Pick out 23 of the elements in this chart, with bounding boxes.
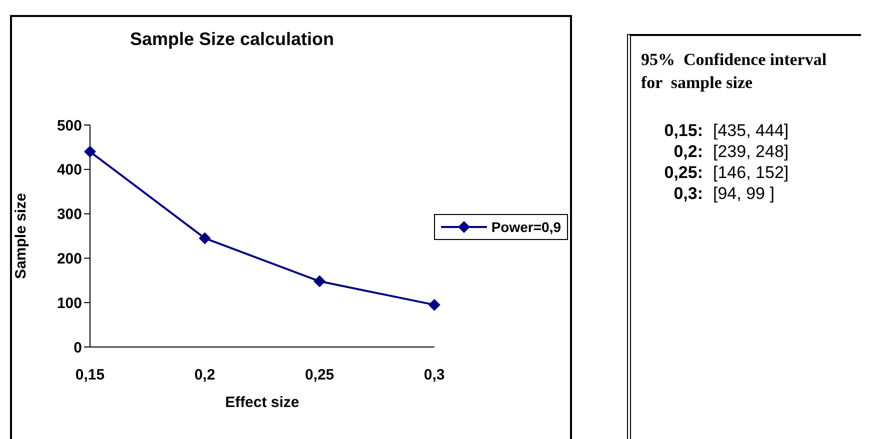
x-tick-label: 0,15 [75,366,105,384]
legend-label: Power=0,9 [491,219,561,235]
y-tick-label: 100 [56,294,82,312]
x-axis-title: Effect size [225,394,300,411]
y-tick-label: 0 [74,339,82,356]
y-tick-label: 300 [56,206,82,224]
text: 0,25: [146, 152] [663,162,789,183]
text: 95% Confidence interval for sample size [641,49,828,94]
text: 0,2: [239, 248] [672,141,789,162]
y-tick-label: 500 [56,117,82,134]
x-tick-label: 0,25 [304,366,334,384]
point [314,275,326,288]
y-tick-label: 200 [56,250,82,268]
chart-title: Sample Size calculation [128,29,336,50]
point [198,232,211,244]
text: 0,3: [94, 99 ] [672,183,774,204]
text: 0,15: [435, 444] [663,120,789,141]
point [428,298,440,311]
x-tick-label: 0,2 [194,366,216,384]
point [84,146,96,158]
y-tick-label: 400 [56,162,82,179]
x-tick-label: 0,3 [424,366,445,384]
y-axis-title: Sample size [12,193,30,279]
